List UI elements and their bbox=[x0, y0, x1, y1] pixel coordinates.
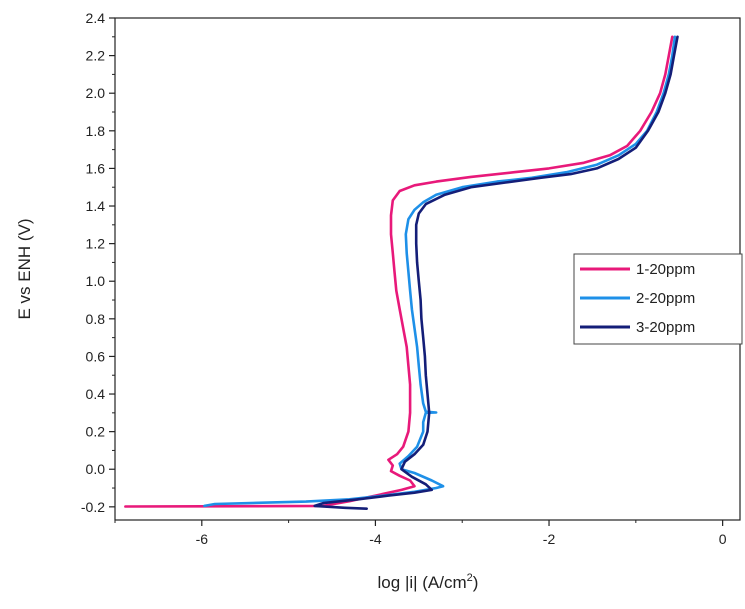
x-axis-title-end: ) bbox=[473, 573, 479, 592]
y-tick-label: 2.0 bbox=[86, 85, 106, 101]
x-tick-label: -6 bbox=[196, 531, 209, 547]
series-line-3 bbox=[313, 35, 679, 510]
legend-label-2: 2-20ppm bbox=[636, 290, 695, 307]
y-tick-label: 0.0 bbox=[86, 461, 106, 477]
y-tick-label: 2.4 bbox=[86, 10, 106, 26]
x-tick-label: -4 bbox=[369, 531, 382, 547]
y-tick-label: 0.6 bbox=[86, 348, 106, 364]
x-tick-label: 0 bbox=[719, 531, 727, 547]
legend-label-1: 1-20ppm bbox=[636, 261, 695, 278]
x-axis-title: log |i| (A/cm2) bbox=[378, 572, 479, 592]
y-axis: -0.2 0.0 0.2 0.4 0.6 0.8 1.0 1.2 1.4 1.6 1.8 2.0 2.2… bbox=[81, 10, 115, 515]
y-tick-label: 1.0 bbox=[86, 273, 106, 289]
series-line-2 bbox=[203, 35, 677, 508]
y-tick-label: 0.2 bbox=[86, 424, 106, 440]
series-layer bbox=[124, 35, 679, 510]
x-axis-title-sup: 2 bbox=[467, 572, 473, 584]
legend-label-3: 3-20ppm bbox=[636, 319, 695, 336]
y-tick-label: 0.4 bbox=[86, 386, 106, 402]
y-axis-title: E vs ENH (V) bbox=[15, 218, 34, 319]
y-tick-label: -0.2 bbox=[81, 499, 105, 515]
y-tick-label: 1.4 bbox=[86, 198, 106, 214]
y-tick-label: 1.8 bbox=[86, 123, 106, 139]
y-tick-label: 1.6 bbox=[86, 160, 106, 176]
y-tick-label: 1.2 bbox=[86, 236, 106, 252]
x-axis: -6 -4 -2 0 bbox=[114, 520, 727, 547]
y-tick-label: 2.2 bbox=[86, 48, 106, 64]
y-tick-label: 0.8 bbox=[86, 311, 106, 327]
x-tick-label: -2 bbox=[543, 531, 556, 547]
x-axis-title-main: log |i| (A/cm bbox=[378, 573, 467, 592]
legend: 1-20ppm 2-20ppm 3-20ppm bbox=[573, 253, 743, 345]
series-line-1 bbox=[124, 35, 674, 508]
